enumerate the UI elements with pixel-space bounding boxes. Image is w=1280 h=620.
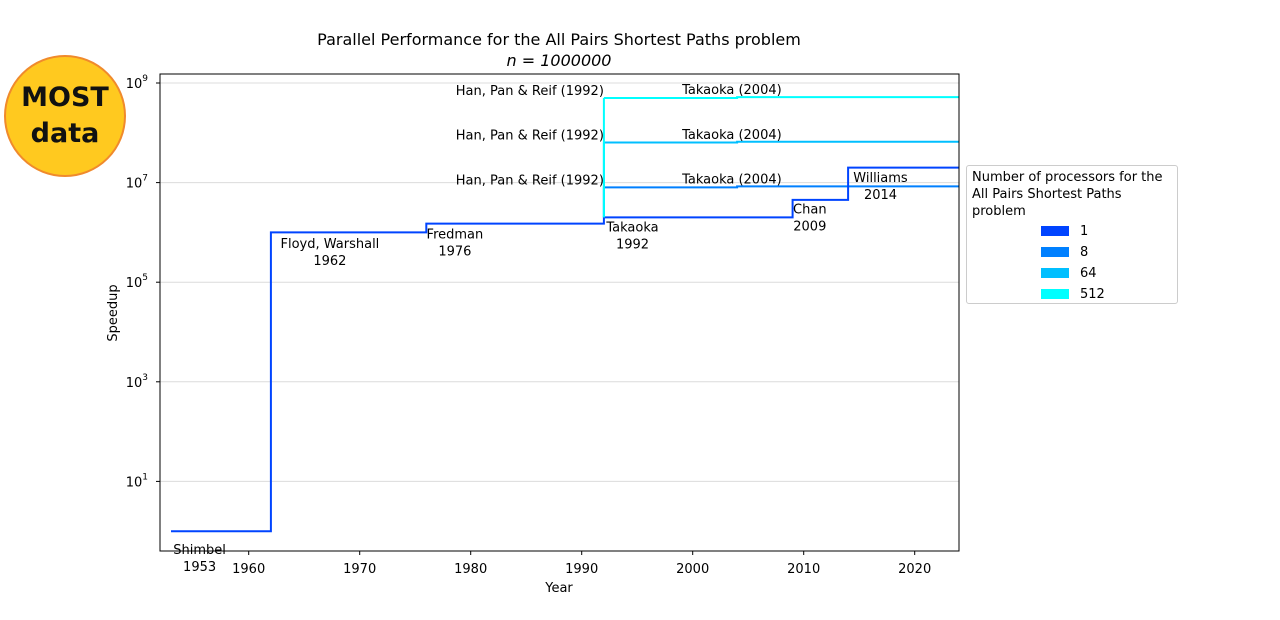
annotation-label: Chan — [793, 202, 827, 217]
legend-swatch — [1041, 226, 1069, 236]
annotation-label: Fredman — [427, 227, 484, 242]
legend-swatch — [1041, 289, 1069, 299]
annotation-label: 2014 — [864, 188, 897, 203]
annotation-label: Takaoka — [605, 221, 658, 236]
y-tick-label: 101 — [126, 472, 148, 490]
series-lines — [171, 96, 959, 533]
x-tick-label: 2020 — [898, 562, 931, 577]
x-tick-label: 1970 — [343, 562, 376, 577]
axes: 101 103 105 107 109 1960 1970 1980 1990 2000 2010 2… — [126, 73, 960, 577]
annotation-label: Floyd, Warshall — [281, 237, 380, 252]
x-tick-label: 2010 — [787, 562, 820, 577]
plot-frame — [159, 73, 960, 552]
y-tick-label: 103 — [126, 373, 148, 391]
annotation-label: Han, Pan & Reif (1992) — [456, 173, 604, 188]
legend-label: 64 — [1080, 265, 1097, 281]
logo-line-1: MOST — [21, 82, 109, 113]
legend-label: 512 — [1080, 286, 1105, 302]
x-tick-label: 1980 — [454, 562, 487, 577]
x-tick-label: 2000 — [676, 562, 709, 577]
x-tick-label: 1960 — [232, 562, 265, 577]
chart-title: Parallel Performance for the All Pairs S… — [317, 30, 801, 49]
legend-item: 8 — [1041, 244, 1088, 260]
series-line-64 — [603, 140, 959, 144]
chart-subtitle: n = 1000000 — [507, 51, 612, 70]
annotation-label: 2009 — [793, 219, 826, 234]
legend-item: 512 — [1041, 286, 1105, 302]
legend-title: Number of processors for the All Pairs S… — [972, 170, 1163, 219]
annotation-label: Takaoka (2004) — [681, 172, 782, 187]
legend: Number of processors for the All Pairs S… — [966, 165, 1178, 304]
y-tick-label: 107 — [126, 174, 148, 192]
legend-swatch — [1041, 268, 1069, 278]
annotation-label: Takaoka (2004) — [681, 83, 782, 98]
legend-swatch — [1041, 247, 1069, 257]
x-axis-label: Year — [544, 581, 573, 596]
annotation-label: 1953 — [183, 560, 216, 575]
legend-item: 1 — [1041, 223, 1088, 239]
annotation-label: 1962 — [313, 254, 346, 269]
x-tick-label: 1990 — [565, 562, 598, 577]
annotation-label: Takaoka (2004) — [681, 128, 782, 143]
series-line-512 — [603, 96, 959, 99]
annotation-label: 1976 — [438, 244, 471, 259]
most-data-logo: MOST data — [4, 55, 126, 177]
series-line-1 — [171, 166, 959, 533]
grid-lines — [160, 82, 959, 482]
legend-label: 8 — [1080, 244, 1089, 260]
annotation-label: Han, Pan & Reif (1992) — [456, 84, 604, 99]
y-tick-label: 109 — [126, 74, 149, 92]
legend-item: 64 — [1041, 265, 1097, 281]
annotation-label: Han, Pan & Reif (1992) — [456, 128, 604, 143]
legend-label: 1 — [1080, 223, 1089, 239]
y-tick-label: 105 — [126, 273, 148, 291]
logo-line-2: data — [30, 118, 100, 149]
y-axis-label: Speedup — [106, 284, 121, 341]
annotation-label: 1992 — [616, 238, 649, 253]
annotation-label: Williams — [853, 171, 908, 186]
